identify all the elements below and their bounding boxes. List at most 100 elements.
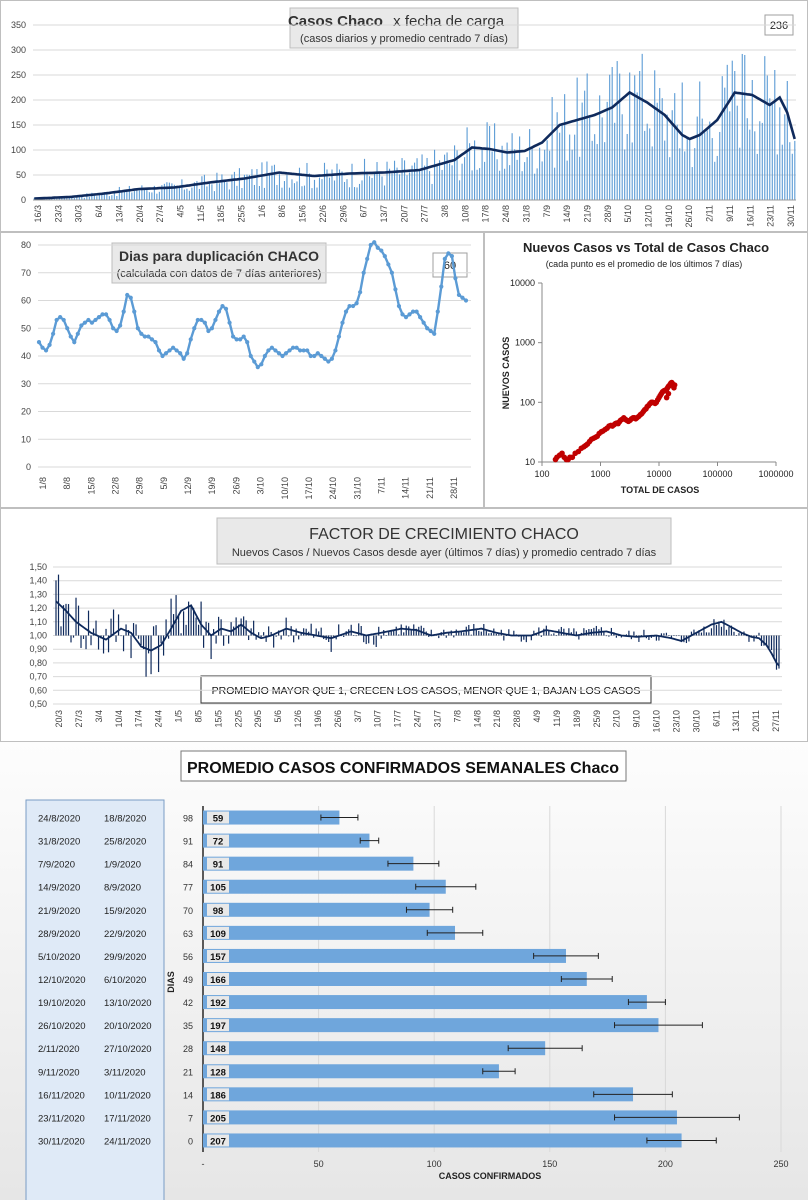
- daily-bar: [624, 149, 626, 200]
- doubling-point: [269, 345, 275, 350]
- daily-bar: [596, 144, 598, 200]
- factor-bar: [445, 635, 447, 638]
- daily-bar: [156, 193, 158, 200]
- x-tick-label: 16/11: [745, 205, 755, 227]
- doubling-point: [382, 254, 387, 259]
- days-label: 84: [183, 860, 193, 870]
- daily-bar: [716, 155, 718, 200]
- factor-bar: [283, 629, 285, 636]
- value-box: [207, 880, 229, 893]
- factor-bar: [770, 635, 773, 651]
- x-tick-label: 30/10: [691, 710, 701, 733]
- y-tick-label: 50: [21, 323, 31, 333]
- daily-bar: [403, 160, 406, 200]
- factor-bar: [643, 629, 645, 636]
- daily-bar: [333, 180, 336, 200]
- factor-bar: [385, 635, 387, 636]
- factor-bar: [665, 632, 668, 636]
- daily-bar: [121, 192, 123, 200]
- y-tick-label: 10000: [510, 278, 535, 288]
- factor-bar: [393, 630, 395, 636]
- value-label: 59: [213, 814, 224, 825]
- factor-bar: [177, 614, 180, 636]
- daily-bar: [161, 185, 163, 200]
- factor-bar: [248, 635, 250, 641]
- factor-bar: [753, 635, 755, 642]
- factor-bar: [210, 635, 212, 660]
- daily-bar: [731, 60, 733, 200]
- daily-bar: [251, 169, 253, 200]
- x-tick-label: 30/11: [786, 205, 796, 227]
- factor-bar: [548, 630, 550, 636]
- days-label: 35: [183, 1021, 193, 1031]
- factor-bar: [398, 634, 400, 636]
- x-tick-label: 21/8: [492, 710, 502, 728]
- x-tick-label: 4/9: [532, 710, 542, 723]
- daily-bar: [734, 71, 736, 200]
- y-tick-label: 1,30: [29, 589, 47, 599]
- daily-bar: [451, 165, 453, 200]
- average-line: [55, 600, 780, 667]
- daily-bar: [671, 110, 673, 200]
- value-label: 91: [213, 860, 224, 871]
- date-end: 16/11/2020: [38, 1090, 85, 1101]
- x-tick-label: 28/9: [603, 205, 613, 223]
- factor-bar: [305, 628, 307, 636]
- doubling-point: [202, 320, 207, 325]
- x-tick-label: 50: [314, 1159, 324, 1169]
- daily-bar: [216, 172, 218, 200]
- daily-bar: [469, 143, 471, 200]
- doubling-point: [89, 320, 95, 325]
- daily-bar: [56, 198, 58, 200]
- x-tick-label: 16/10: [652, 710, 662, 733]
- value-box: [207, 1065, 229, 1078]
- daily-bar: [661, 98, 663, 200]
- factor-bar: [273, 635, 275, 648]
- factor-bar: [733, 631, 735, 636]
- x-tick-label: 23/10: [671, 710, 681, 733]
- doubling-days-chart: Dias para duplicación CHACO (calculada c…: [21, 240, 471, 500]
- y-tick-label: 20: [21, 407, 31, 417]
- y-tick-label: 250: [11, 70, 26, 80]
- doubling-point: [290, 345, 296, 350]
- daily-bar: [196, 181, 198, 200]
- factor-bar: [700, 632, 703, 636]
- factor-bar: [723, 619, 725, 636]
- daily-bar: [421, 154, 423, 200]
- daily-bar: [33, 197, 35, 200]
- doubling-point: [118, 323, 123, 328]
- daily-bar: [371, 178, 373, 200]
- doubling-point: [460, 295, 465, 300]
- daily-bar: [476, 169, 478, 200]
- x-tick-label: 18/9: [572, 710, 582, 728]
- daily-bar: [544, 149, 546, 200]
- y-tick-label: 1,50: [29, 562, 47, 572]
- daily-bar: [286, 175, 288, 200]
- factor-bar: [380, 635, 382, 639]
- x-tick-label: 24/10: [328, 477, 338, 500]
- daily-bar: [519, 136, 521, 200]
- daily-bar: [76, 195, 78, 200]
- daily-bar: [511, 133, 513, 200]
- x-axis-label: TOTAL DE CASOS: [621, 485, 700, 495]
- factor-bar: [145, 635, 147, 677]
- factor-bar: [60, 626, 62, 636]
- factor-bar: [285, 617, 287, 636]
- daily-bar: [561, 124, 563, 200]
- doubling-point: [100, 312, 105, 317]
- chart-subtitle: Nuevos Casos / Nuevos Casos desde ayer (…: [232, 547, 657, 559]
- x-tick-label: 3/8: [440, 205, 450, 218]
- daily-bar: [491, 151, 493, 200]
- factor-bar: [180, 633, 182, 636]
- factor-bar: [195, 617, 197, 636]
- x-tick-label: 27/4: [155, 205, 165, 223]
- daily-bar: [566, 160, 568, 200]
- daily-bar: [749, 129, 751, 200]
- factor-bar: [428, 635, 430, 637]
- daily-bar: [654, 70, 656, 201]
- growth-factor-panel: FACTOR DE CRECIMIENTO CHACO Nuevos Casos…: [0, 508, 808, 742]
- x-tick-label: 1/6: [257, 205, 267, 218]
- x-tick-label: 4/5: [175, 205, 185, 218]
- doubling-point: [61, 317, 66, 323]
- doubling-point: [248, 353, 253, 359]
